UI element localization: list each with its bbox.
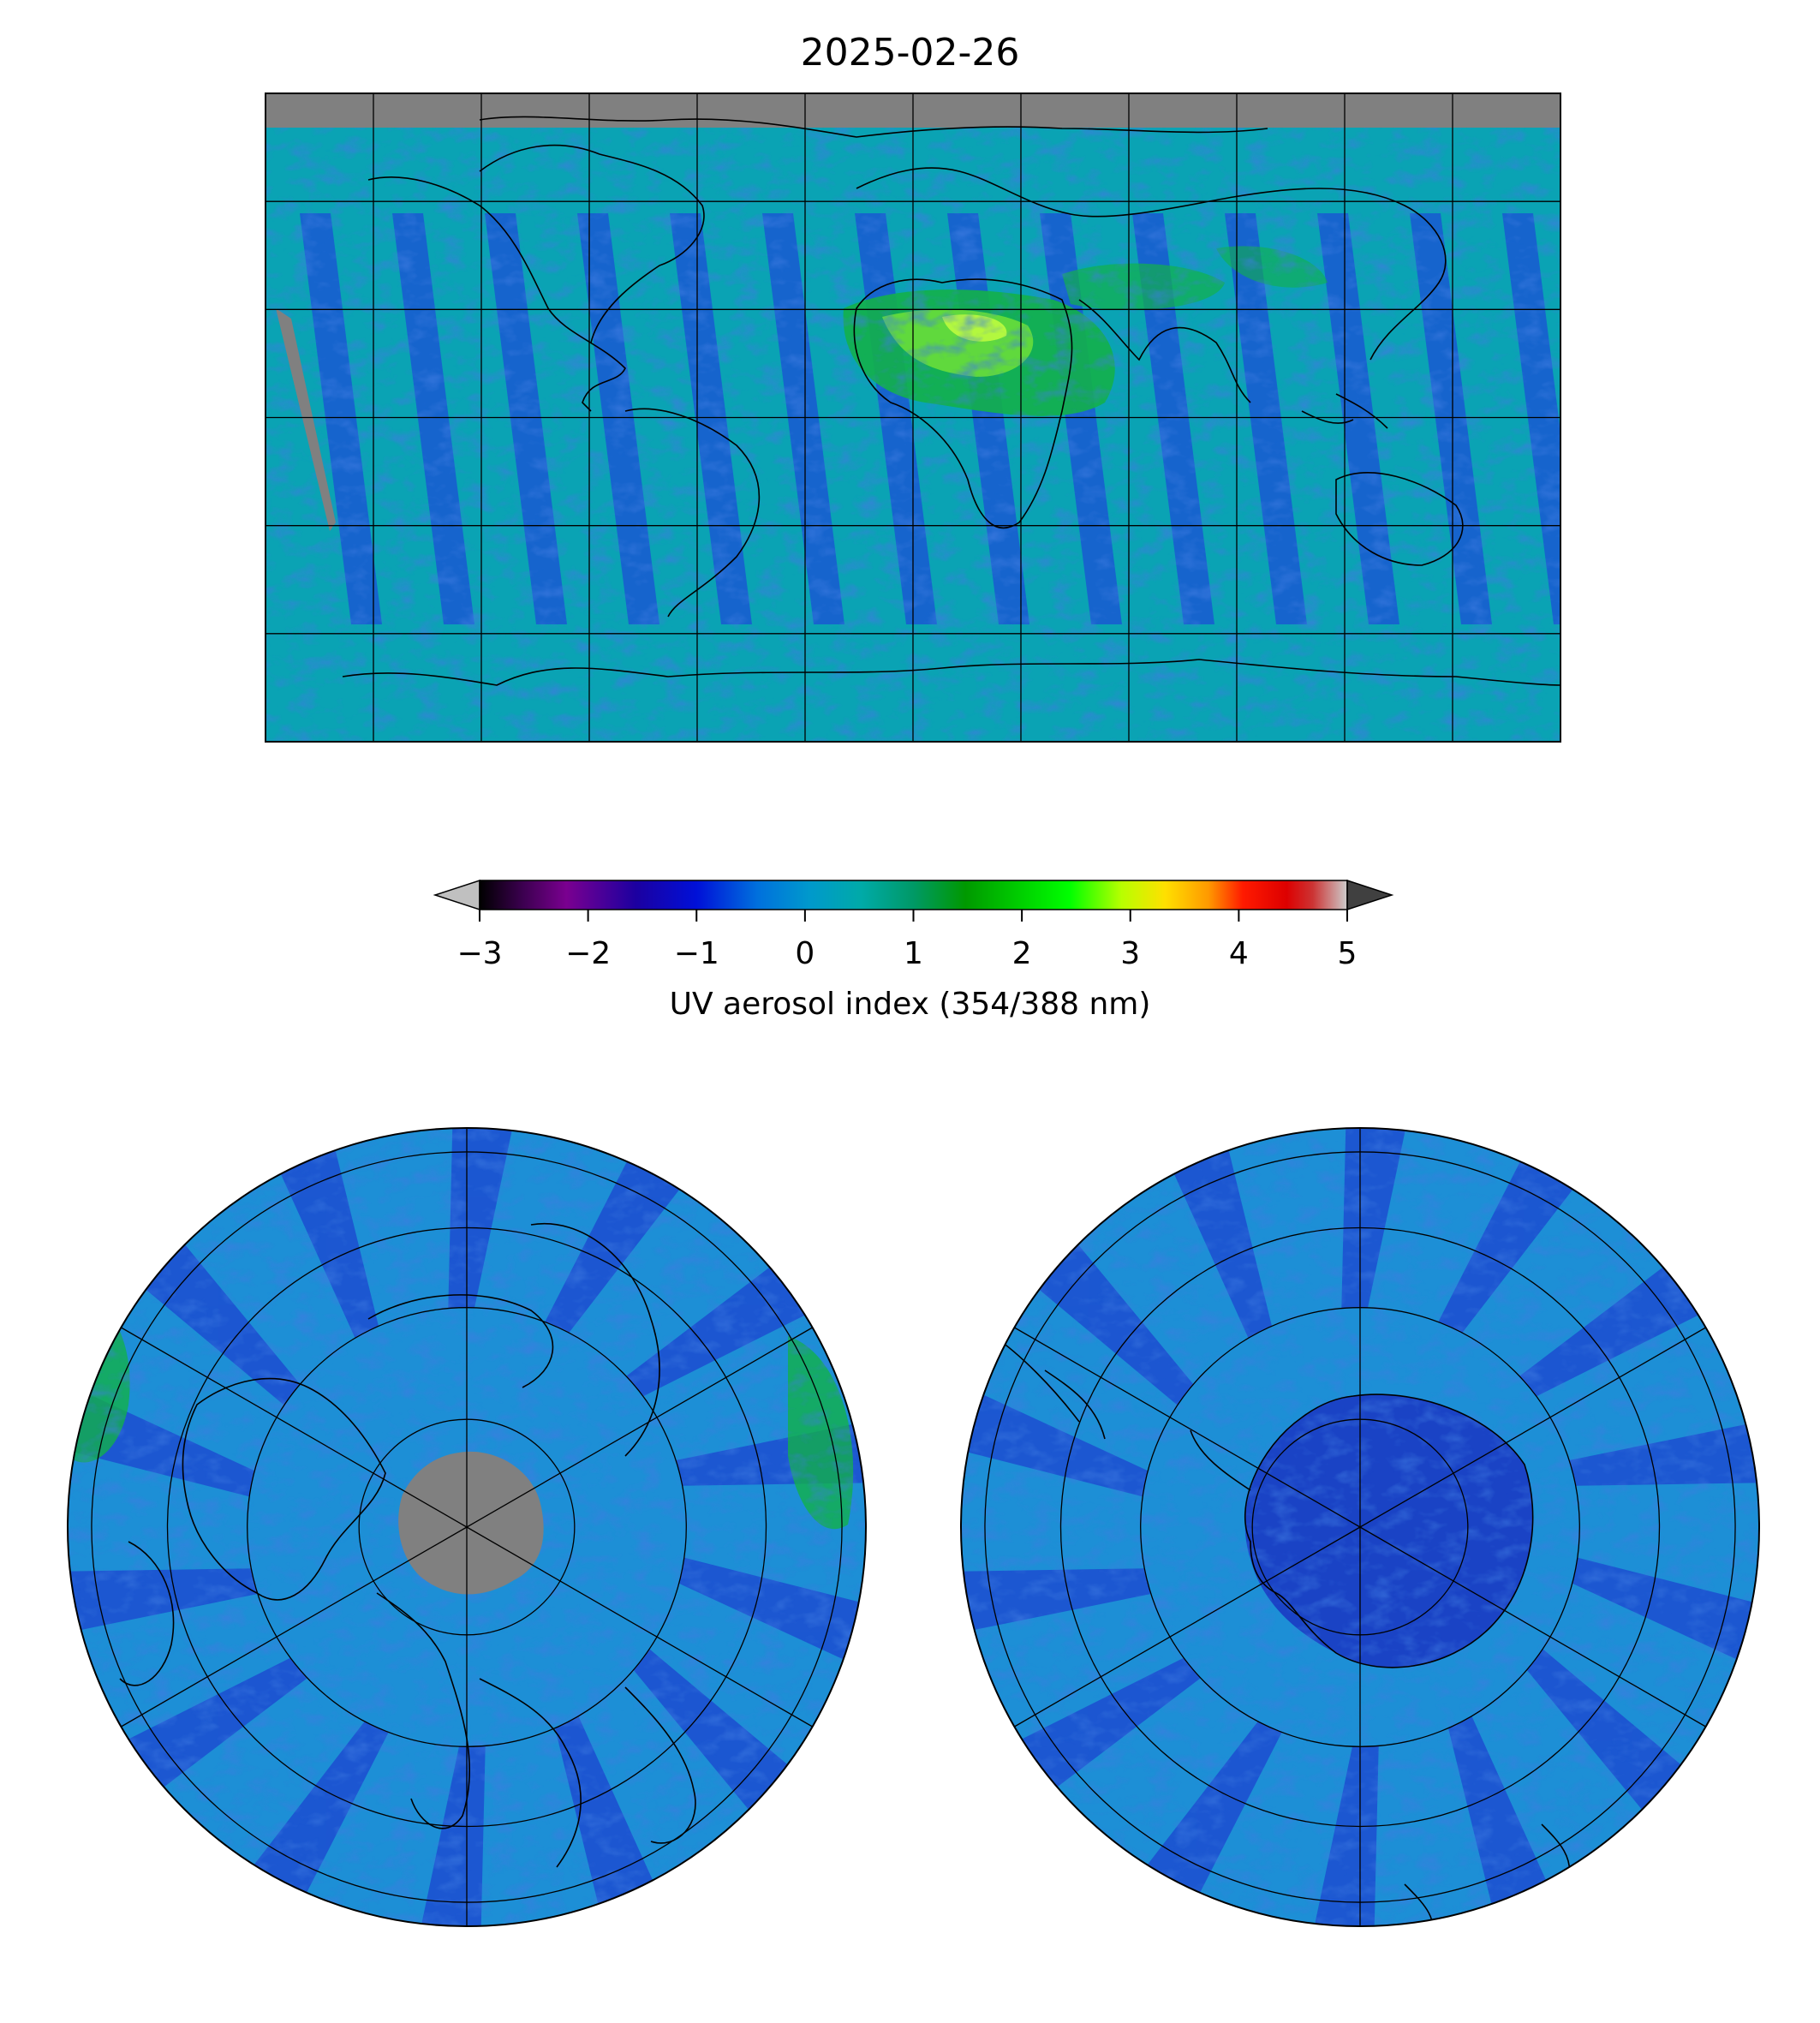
global-map bbox=[266, 93, 1677, 742]
colorbar-over-extension bbox=[1346, 879, 1394, 911]
meridian-spoke bbox=[1014, 1526, 1361, 1728]
colorbar-label: UV aerosol index (354/388 nm) bbox=[669, 987, 1151, 1022]
global-map-frame bbox=[265, 92, 1561, 743]
colorbar bbox=[433, 879, 1394, 922]
colorbar-ticks bbox=[479, 910, 1348, 922]
global-no-data-gap bbox=[276, 308, 336, 531]
meridian-spoke bbox=[1359, 1526, 1706, 1728]
colorbar-tick-label: −1 bbox=[673, 936, 719, 971]
colorbar-under-extension bbox=[433, 879, 480, 911]
colorbar-tick-label: 5 bbox=[1337, 936, 1358, 971]
north-map-frame bbox=[67, 1127, 867, 1927]
meridian-spoke bbox=[1359, 1327, 1706, 1528]
colorbar-gradient bbox=[480, 880, 1347, 910]
south-map-frame bbox=[960, 1127, 1760, 1927]
colorbar-tick-label: 4 bbox=[1228, 936, 1249, 971]
meridian-spoke bbox=[466, 1526, 813, 1728]
colorbar-tick-label: −2 bbox=[565, 936, 612, 971]
north-coastlines bbox=[119, 1222, 696, 1868]
colorbar-tick-label: −3 bbox=[456, 936, 503, 971]
colorbar-tick-label: 0 bbox=[795, 936, 815, 971]
north-graticule bbox=[91, 1128, 843, 1926]
south-polar-map bbox=[961, 1128, 1759, 1926]
meridian-spoke bbox=[121, 1327, 468, 1528]
colorbar-tick-label: 1 bbox=[904, 936, 923, 971]
meridian-spoke bbox=[466, 1327, 813, 1528]
figure-title: 2025-02-26 bbox=[800, 31, 1020, 75]
meridian-spoke bbox=[121, 1526, 468, 1728]
colorbar-tick-label: 3 bbox=[1120, 936, 1141, 971]
north-no-data-pole bbox=[398, 1451, 544, 1595]
global-graticule bbox=[266, 93, 1560, 742]
north-polar-map bbox=[68, 1128, 866, 1926]
colorbar-tick-label: 2 bbox=[1011, 936, 1032, 971]
south-graticule bbox=[984, 1128, 1736, 1926]
orbit-swath bbox=[1595, 213, 1677, 624]
meridian-spoke bbox=[1014, 1327, 1361, 1528]
